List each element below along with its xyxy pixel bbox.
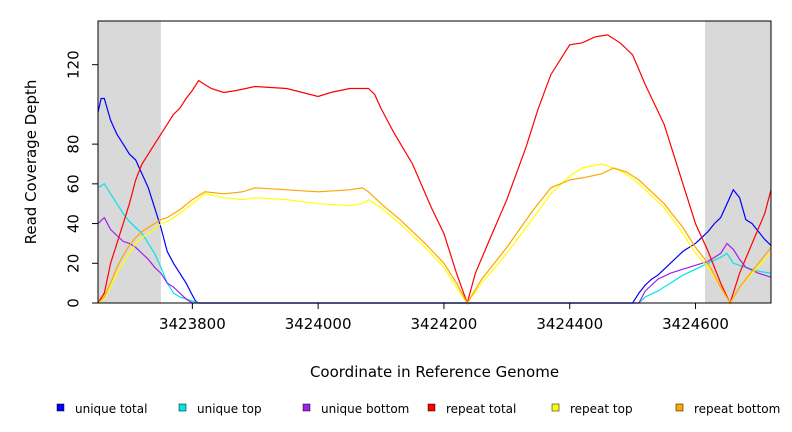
legend-label: repeat total	[446, 402, 516, 416]
y-tick-label: 80	[65, 135, 83, 154]
x-tick-label: 3424000	[285, 315, 352, 333]
legend-label: unique top	[197, 402, 262, 416]
series-lines	[97, 34, 772, 305]
series-line-repeat-top	[97, 163, 772, 305]
legend-swatch	[675, 403, 684, 412]
legend-label: unique total	[75, 402, 147, 416]
legend-swatch	[302, 403, 311, 412]
y-axis: 0 20 40 60 80 120	[65, 50, 98, 308]
legend-swatch	[427, 403, 436, 412]
y-tick-label: 20	[65, 254, 83, 273]
x-tick-label: 3423800	[159, 315, 226, 333]
series-line-unique-top	[97, 182, 772, 304]
x-axis: 3423800 3424000 3424200 3424400 3424600	[159, 303, 729, 333]
legend: unique total unique top unique bottom repea…	[56, 402, 780, 416]
legend-label: repeat top	[570, 402, 633, 416]
legend-label: unique bottom	[321, 402, 409, 416]
legend-label: repeat bottom	[694, 402, 780, 416]
series-line-repeat-total	[97, 34, 772, 305]
y-axis-title: Read Coverage Depth	[22, 80, 40, 245]
x-tick-label: 3424600	[662, 315, 729, 333]
y-tick-label: 0	[65, 298, 83, 308]
legend-swatch	[56, 403, 65, 412]
x-axis-title: Coordinate in Reference Genome	[310, 363, 559, 381]
y-tick-label: 60	[65, 174, 83, 193]
x-tick-label: 3424200	[411, 315, 478, 333]
series-line-unique-total	[97, 97, 772, 304]
plot-frame	[97, 20, 772, 304]
y-tick-label: 40	[65, 214, 83, 233]
series-line-unique-bottom	[97, 216, 772, 304]
shaded-regions	[98, 21, 771, 303]
shaded-region-1	[98, 21, 161, 303]
x-tick-label: 3424400	[536, 315, 603, 333]
legend-swatch	[551, 403, 560, 412]
y-tick-label: 120	[65, 50, 83, 79]
legend-swatch	[178, 403, 187, 412]
series-line-repeat-bottom	[97, 167, 772, 305]
